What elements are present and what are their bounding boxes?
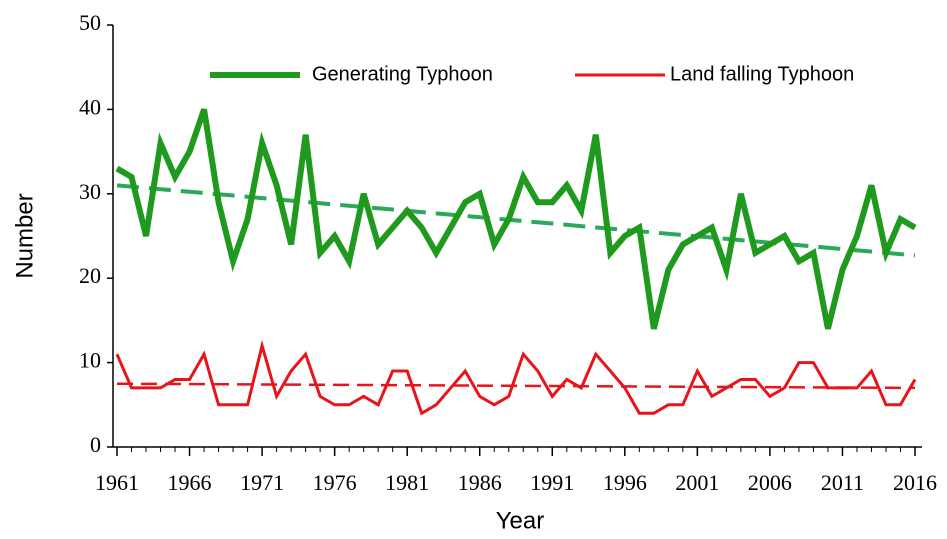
x-tick-label: 1991 xyxy=(530,470,574,495)
x-tick-label: 2001 xyxy=(675,470,719,495)
y-tick-label: 40 xyxy=(79,94,101,119)
y-tick-label: 30 xyxy=(79,179,101,204)
legend-label: Generating Typhoon xyxy=(312,63,493,85)
x-tick-label: 1981 xyxy=(385,470,429,495)
trend-line xyxy=(116,382,916,390)
series-line xyxy=(115,339,917,416)
y-tick-label: 50 xyxy=(79,10,101,35)
x-tick-label: 2016 xyxy=(893,470,937,495)
legend-label: Land falling Typhoon xyxy=(670,63,854,85)
series-line xyxy=(115,108,917,330)
y-tick-label: 10 xyxy=(79,348,101,373)
x-tick-label: 1971 xyxy=(240,470,284,495)
x-tick-label: 2011 xyxy=(821,470,864,495)
y-axis-title: Number xyxy=(11,193,38,278)
x-tick-label: 1996 xyxy=(603,470,647,495)
x-tick-label: 2006 xyxy=(748,470,792,495)
y-tick-label: 0 xyxy=(90,432,101,457)
y-tick-label: 20 xyxy=(79,263,101,288)
x-tick-label: 1986 xyxy=(458,470,502,495)
x-tick-label: 1961 xyxy=(95,470,139,495)
x-tick-label: 1976 xyxy=(313,470,357,495)
x-tick-label: 1966 xyxy=(168,470,212,495)
x-axis-title: Year xyxy=(496,507,545,534)
